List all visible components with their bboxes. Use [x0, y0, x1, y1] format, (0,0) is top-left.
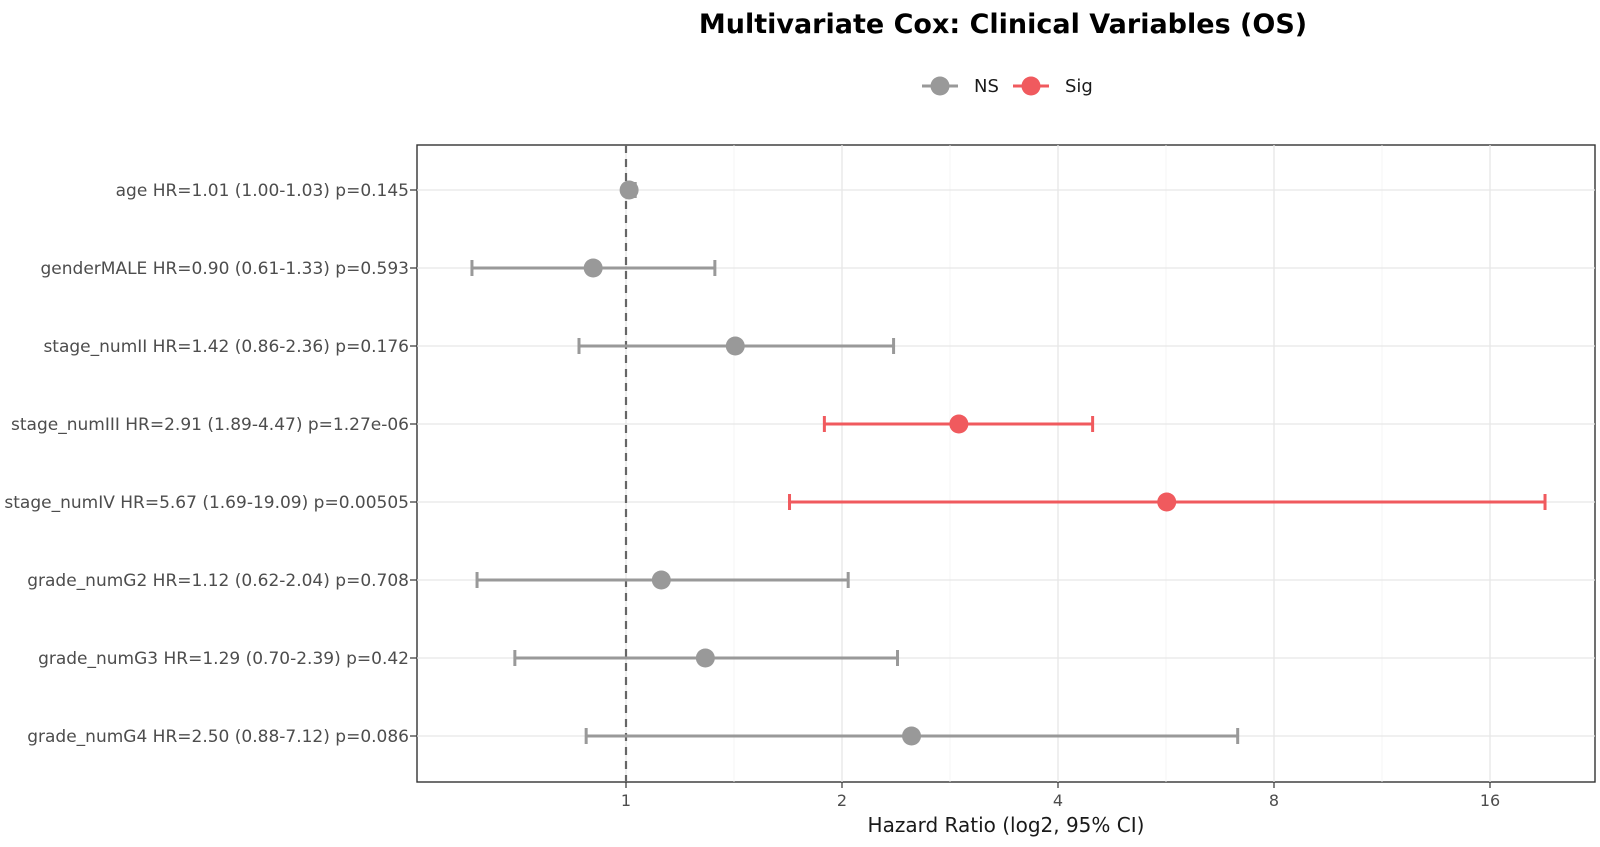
- x-tick-label: 8: [1269, 791, 1279, 810]
- plot-panel: [416, 144, 1596, 783]
- row-label: stage_numIV HR=5.67 (1.69-19.09) p=0.005…: [4, 493, 409, 513]
- x-axis-title: Hazard Ratio (log2, 95% CI): [868, 813, 1145, 837]
- hr-point: [725, 336, 745, 356]
- forest-row-0: [619, 180, 639, 200]
- x-tick-label: 4: [1053, 791, 1063, 810]
- hr-point: [902, 726, 922, 746]
- forest-row-3: [822, 414, 1095, 434]
- x-axis: 1 2 4 8 16: [621, 782, 1500, 810]
- hr-point: [651, 570, 671, 590]
- hr-point: [695, 648, 715, 668]
- legend-key-point: [930, 76, 950, 96]
- legend-entry-ns: NS: [922, 76, 999, 97]
- forest-row-5: [475, 570, 850, 590]
- hr-point: [583, 258, 603, 278]
- x-tick-label: 1: [621, 791, 631, 810]
- legend-label: Sig: [1065, 76, 1093, 97]
- row-label: stage_numIII HR=2.91 (1.89-4.47) p=1.27e…: [11, 415, 409, 435]
- chart-title: Multivariate Cox: Clinical Variables (OS…: [699, 9, 1307, 40]
- row-label: grade_numG2 HR=1.12 (0.62-2.04) p=0.708: [27, 571, 409, 591]
- x-tick-label: 2: [837, 791, 847, 810]
- row-labels: age HR=1.01 (1.00-1.03) p=0.145 genderMAL…: [4, 181, 417, 747]
- row-label: grade_numG4 HR=2.50 (0.88-7.12) p=0.086: [27, 727, 409, 747]
- plot-marks: [470, 180, 1547, 746]
- x-tick-label: 16: [1480, 791, 1500, 810]
- forest-row-7: [584, 726, 1240, 746]
- forest-row-1: [470, 258, 717, 278]
- row-label: grade_numG3 HR=1.29 (0.70-2.39) p=0.42: [38, 649, 409, 669]
- legend-label: NS: [974, 76, 999, 97]
- forest-row-2: [577, 336, 896, 356]
- legend-key-point: [1021, 76, 1041, 96]
- legend: NS Sig: [922, 76, 1093, 97]
- row-label: genderMALE HR=0.90 (0.61-1.33) p=0.593: [41, 259, 409, 279]
- row-label: stage_numII HR=1.42 (0.86-2.36) p=0.176: [43, 337, 409, 357]
- hr-point: [1157, 492, 1177, 512]
- legend-entry-sig: Sig: [1013, 76, 1093, 97]
- row-label: age HR=1.01 (1.00-1.03) p=0.145: [116, 181, 409, 201]
- grid-lines: [417, 145, 1595, 782]
- hr-point: [619, 180, 639, 200]
- hr-point: [949, 414, 969, 434]
- forest-row-6: [513, 648, 900, 668]
- forest-row-4: [788, 492, 1547, 512]
